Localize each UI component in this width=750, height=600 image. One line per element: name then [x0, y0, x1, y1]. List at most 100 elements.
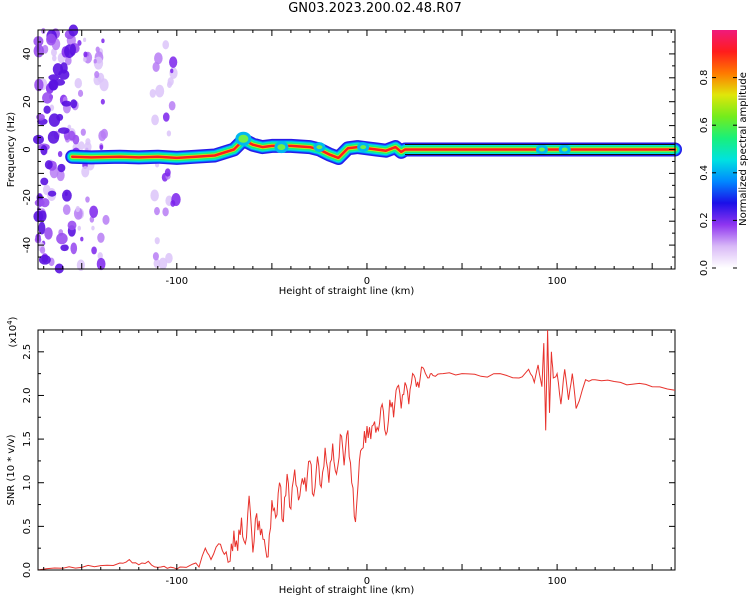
noise-speckle [56, 113, 64, 121]
noise-speckle [151, 114, 159, 126]
colorbar-tick-label: 0.4 [699, 165, 710, 181]
noise-speckle [46, 33, 57, 46]
noise-speckle [84, 141, 92, 153]
noise-speckle [100, 128, 108, 140]
noise-speckle [170, 68, 174, 74]
noise-speckle [47, 130, 60, 144]
noise-speckle [164, 168, 171, 177]
plot-frame [37, 329, 676, 571]
noise-speckle [83, 37, 87, 43]
colorbar-tick-label: 0.2 [699, 212, 710, 228]
ridge-blob [238, 134, 249, 143]
noise-speckle [56, 169, 65, 182]
noise-speckle [154, 52, 163, 65]
x-axis-label: Height of straight line (km) [279, 286, 415, 297]
noise-speckle [77, 225, 82, 231]
noise-speckle [44, 227, 53, 240]
noise-speckle [77, 40, 82, 46]
noise-speckle [167, 77, 174, 86]
noise-speckle [85, 196, 90, 203]
colorbar-gradient [712, 30, 737, 268]
noise-speckle [169, 56, 178, 68]
noise-speckle [152, 61, 160, 73]
noise-speckle [52, 55, 57, 62]
colorbar-label: Normalized spectral amplitude [738, 72, 749, 226]
ridge-blob [316, 145, 323, 150]
noise-speckle [91, 225, 95, 231]
y-tick-label: 2.0 [22, 388, 33, 404]
noise-speckle [48, 74, 60, 81]
noise-speckle [56, 232, 68, 245]
noise-speckle [67, 220, 77, 231]
noise-speckle [43, 105, 51, 114]
noise-speckle [80, 128, 86, 136]
ridge-blob [277, 144, 286, 151]
noise-speckle [168, 101, 176, 111]
x-tick-label: 100 [548, 276, 567, 287]
noise-speckle [155, 84, 165, 98]
x-tick-label: 0 [364, 276, 370, 287]
noise-speckle [162, 207, 169, 217]
noise-speckle [158, 257, 168, 270]
noise-speckle [34, 78, 44, 92]
noise-speckle [96, 257, 106, 271]
noise-speckle [91, 246, 97, 255]
noise-speckle [100, 98, 105, 105]
snr-series-line [37, 329, 676, 571]
noise-speckle [166, 130, 172, 137]
y-tick-label: -40 [22, 237, 33, 253]
noise-speckle [149, 88, 156, 98]
noise-speckle [77, 89, 84, 97]
noise-speckle [81, 166, 90, 178]
noise-speckle [97, 232, 105, 243]
x-axis-label: Height of straight line (km) [279, 585, 415, 596]
noise-speckle [80, 236, 84, 242]
noise-speckle [76, 259, 85, 271]
noise-speckle [47, 190, 57, 197]
noise-speckle [82, 56, 87, 62]
y-scale-label: (x104) [6, 316, 19, 347]
colorbar-tick-label: 0.6 [699, 117, 710, 133]
noise-speckle [62, 204, 71, 216]
noise-speckle [39, 246, 46, 254]
ridge-blob [360, 145, 367, 150]
x-tick-label: -100 [165, 576, 188, 587]
noise-speckle [152, 252, 159, 261]
noise-speckle [70, 99, 78, 109]
noise-speckle [101, 38, 105, 44]
colorbar-tick-label: 0.0 [699, 260, 710, 276]
noise-speckle [83, 51, 88, 58]
signal-ridge [65, 131, 682, 165]
noise-speckle [99, 144, 104, 151]
ridge-blob [561, 147, 568, 152]
noise-speckle [51, 48, 57, 57]
y-scale-close: ) [8, 316, 19, 320]
spectrogram-plot: -100 0 100 -40 -20 0 20 40 Height of straight li… [6, 24, 682, 297]
noise-speckle [99, 78, 109, 92]
noise-speckle [75, 205, 80, 213]
noise-speckle [38, 254, 51, 265]
noise-speckle [65, 55, 72, 66]
noise-speckle [165, 252, 173, 264]
noise-speckle [62, 189, 72, 202]
y-tick-label: 2.5 [22, 344, 33, 360]
y-tick-label: 0 [22, 146, 33, 152]
noise-speckle [154, 207, 160, 216]
noise-speckle [154, 237, 160, 245]
noise-speckle [89, 216, 95, 223]
noise-speckle [162, 40, 170, 50]
noise-speckle [102, 214, 110, 225]
y-tick-label: 1.0 [22, 475, 33, 491]
noise-speckle [89, 205, 99, 218]
noise-speckle [68, 130, 76, 141]
noise-speckle [38, 221, 46, 235]
noise-speckle [34, 199, 45, 207]
noise-speckle [58, 127, 70, 134]
y-tick-label: 40 [22, 48, 33, 61]
noise-speckle [58, 69, 70, 80]
colorbar-tick-label: 0.8 [699, 70, 710, 86]
y-tick-label: 20 [22, 95, 33, 108]
y-axis-label: SNR (10 * v/v) [6, 434, 17, 505]
y-tick-label: 0.5 [22, 518, 33, 534]
